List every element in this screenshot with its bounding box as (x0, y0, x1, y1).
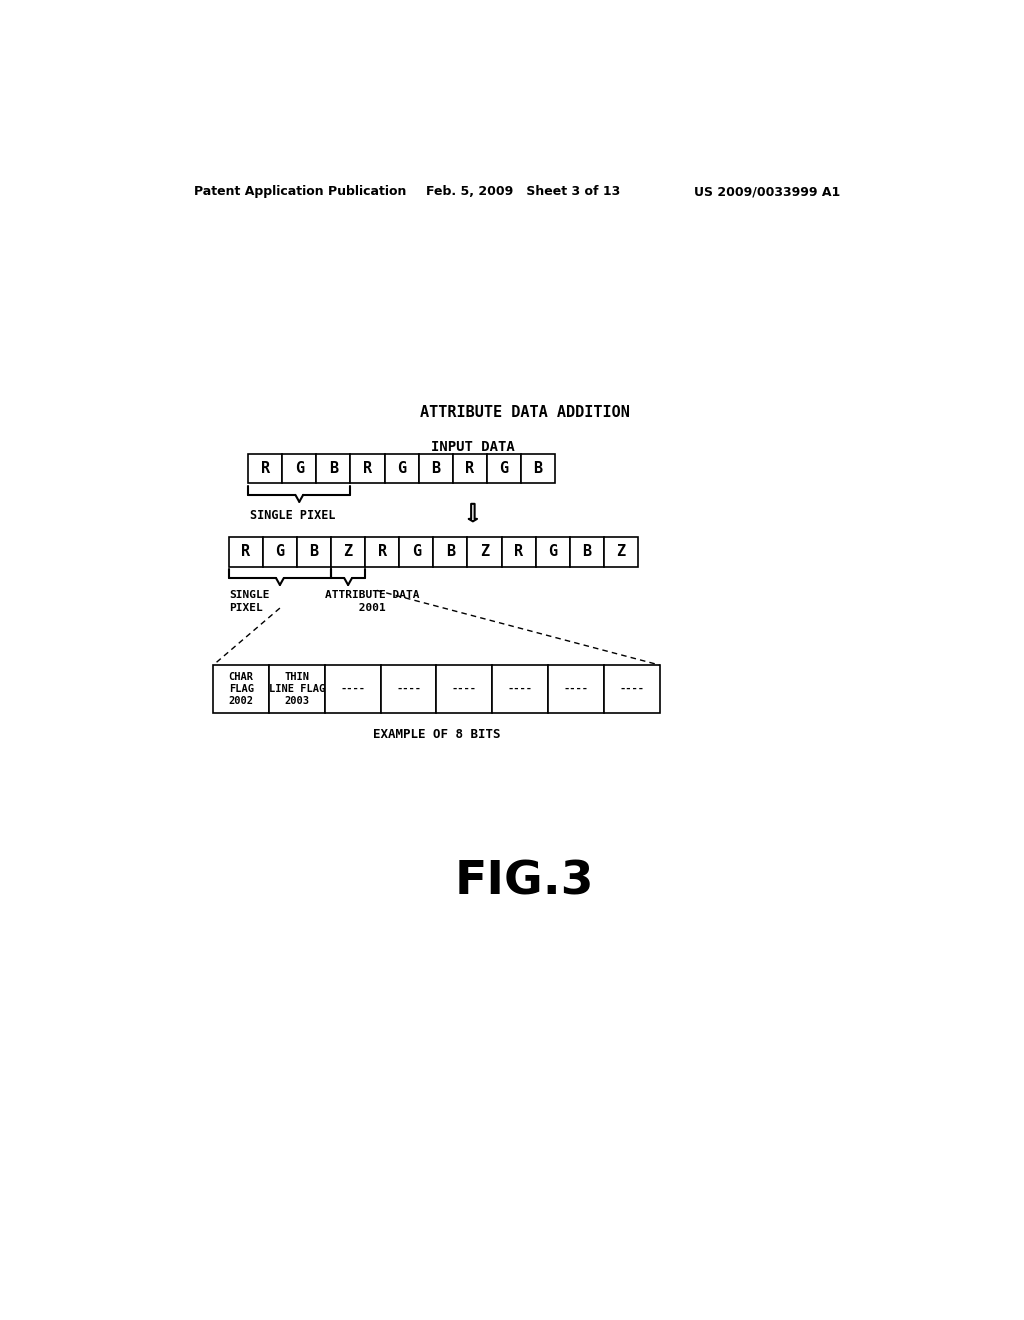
Bar (381, 665, 436, 713)
Bar (248, 454, 283, 483)
Text: ATTRIBUTE DATA
     2001: ATTRIBUTE DATA 2001 (325, 590, 420, 612)
Bar (536, 537, 569, 566)
Text: B: B (329, 461, 338, 477)
Text: FIG.3: FIG.3 (455, 859, 595, 904)
Text: B: B (534, 461, 543, 477)
Text: THIN
LINE FLAG
2003: THIN LINE FLAG 2003 (269, 672, 325, 705)
Text: Feb. 5, 2009   Sheet 3 of 13: Feb. 5, 2009 Sheet 3 of 13 (426, 185, 621, 198)
Text: Z: Z (343, 544, 352, 560)
Text: Z: Z (616, 544, 626, 560)
Text: ATTRIBUTE DATA ADDITION: ATTRIBUTE DATA ADDITION (420, 405, 630, 420)
Bar (399, 537, 433, 566)
Text: B: B (583, 544, 592, 560)
Bar (419, 454, 453, 483)
Bar (548, 665, 604, 713)
Text: US 2009/0033999 A1: US 2009/0033999 A1 (693, 185, 840, 198)
Text: EXAMPLE OF 8 BITS: EXAMPLE OF 8 BITS (373, 729, 500, 742)
Text: ----: ---- (396, 684, 421, 694)
Text: G: G (548, 544, 557, 560)
Bar (604, 537, 638, 566)
Bar (316, 454, 350, 483)
Text: R: R (261, 461, 269, 477)
Bar (366, 537, 399, 566)
Text: R: R (242, 544, 250, 560)
Text: G: G (295, 461, 304, 477)
Text: B: B (431, 461, 440, 477)
Bar (569, 537, 604, 566)
Bar (297, 537, 331, 566)
Text: SINGLE PIXEL: SINGLE PIXEL (250, 508, 335, 521)
Bar (228, 537, 263, 566)
Text: ----: ---- (620, 684, 644, 694)
Text: INPUT DATA: INPUT DATA (431, 440, 515, 454)
Text: G: G (275, 544, 285, 560)
Bar (502, 537, 536, 566)
Bar (453, 454, 486, 483)
Text: R: R (378, 544, 387, 560)
Text: B: B (309, 544, 318, 560)
Text: R: R (514, 544, 523, 560)
Bar (604, 665, 659, 713)
Text: ----: ---- (508, 684, 532, 694)
Bar (269, 665, 325, 713)
Text: G: G (397, 461, 407, 477)
Text: G: G (412, 544, 421, 560)
Bar (486, 454, 521, 483)
Text: CHAR
FLAG
2002: CHAR FLAG 2002 (228, 672, 254, 705)
Bar (385, 454, 419, 483)
Bar (467, 537, 502, 566)
Bar (436, 665, 493, 713)
Text: SINGLE
PIXEL: SINGLE PIXEL (228, 590, 269, 612)
Text: R: R (465, 461, 474, 477)
Text: Z: Z (480, 544, 489, 560)
Text: ----: ---- (452, 684, 477, 694)
Text: ----: ---- (563, 684, 589, 694)
Text: Patent Application Publication: Patent Application Publication (194, 185, 407, 198)
Text: ----: ---- (340, 684, 366, 694)
Bar (433, 537, 467, 566)
Bar (325, 665, 381, 713)
Bar (521, 454, 555, 483)
Text: G: G (500, 461, 509, 477)
Bar (213, 665, 269, 713)
Bar (283, 454, 316, 483)
Bar (350, 454, 385, 483)
Text: B: B (445, 544, 455, 560)
Bar (331, 537, 366, 566)
Bar (263, 537, 297, 566)
Bar (493, 665, 548, 713)
Text: R: R (362, 461, 372, 477)
